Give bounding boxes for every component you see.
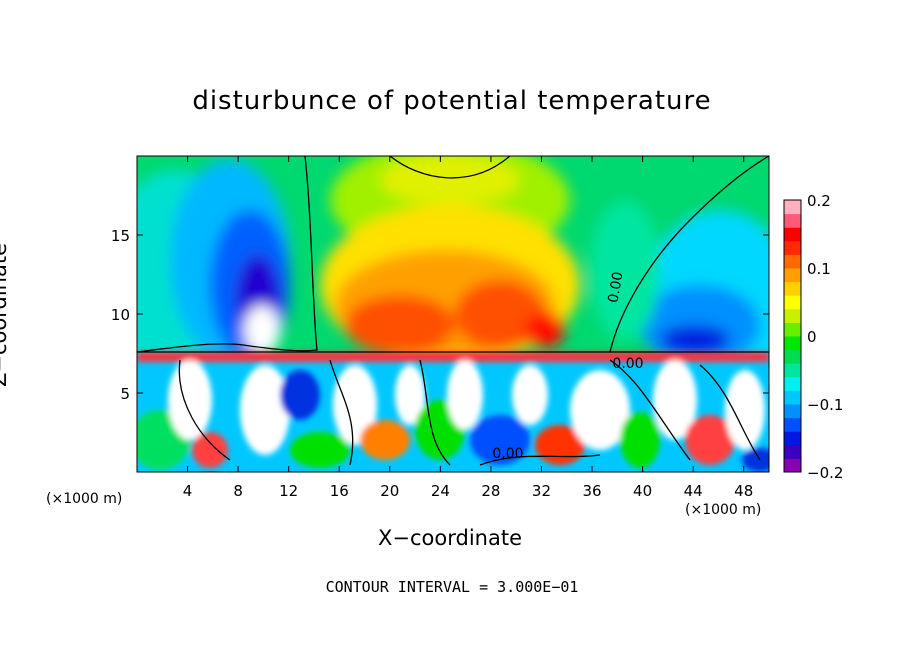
colorbar-swatch: [784, 458, 801, 472]
x-tick-label: 44: [684, 482, 703, 500]
colorbar-swatch: [784, 336, 801, 350]
colorbar-swatch: [784, 390, 801, 404]
x-tick-label: 24: [431, 482, 450, 500]
colorbar-tick-label: −0.2: [807, 464, 843, 482]
x-tick-label: 28: [481, 482, 500, 500]
x-tick-label: 36: [582, 482, 601, 500]
x-tick-label: 20: [380, 482, 399, 500]
colorbar-tick-label: −0.1: [807, 396, 843, 414]
x-tick-label: 16: [330, 482, 349, 500]
colorbar-swatch: [784, 445, 801, 459]
colorbar-swatch: [784, 363, 801, 377]
x-tick-label: 48: [734, 482, 753, 500]
colorbar-tick-label: 0.1: [807, 260, 831, 278]
colorbar-swatch: [784, 254, 801, 268]
x-tick-label: 4: [183, 482, 193, 500]
y-axis-label: Z−coordinate: [0, 215, 11, 415]
x-tick-label: 8: [233, 482, 243, 500]
colorbar: 0.2 0.1 0 −0.1 −0.2: [784, 192, 843, 482]
x-unit-right: (×1000 m): [685, 502, 761, 518]
colorbar-tick-label: 0.2: [807, 192, 831, 210]
plot-svg: 4 8 12 16 20 24 28 32 36 40 44 48 51015 0.000.000.0…: [0, 0, 904, 654]
colorbar-swatch: [784, 431, 801, 445]
colorbar-swatch: [784, 322, 801, 336]
colorbar-swatch: [784, 309, 801, 323]
chart-stage: disturbunce of potential temperature: [0, 0, 904, 654]
y-tick-label: 10: [111, 306, 130, 324]
y-tick-label: 15: [111, 227, 130, 245]
contour-label: 0.00: [492, 446, 523, 462]
colorbar-swatch: [784, 214, 801, 228]
contour-interval: CONTOUR INTERVAL = 3.000E−01: [0, 578, 904, 596]
colorbar-swatch: [784, 404, 801, 418]
x-axis-label: X−coordinate: [300, 526, 600, 550]
colorbar-swatch: [784, 241, 801, 255]
colorbar-swatch: [784, 377, 801, 391]
x-tick-label: 40: [633, 482, 652, 500]
y-tick-label: 5: [120, 385, 130, 403]
colorbar-swatch: [784, 295, 801, 309]
colorbar-swatch: [784, 200, 801, 214]
colorbar-swatch: [784, 268, 801, 282]
x-tick-label: 12: [279, 482, 298, 500]
colorbar-swatch: [784, 418, 801, 432]
colorbar-swatch: [784, 350, 801, 364]
colorbar-swatch: [784, 227, 801, 241]
field-group: [105, 140, 795, 472]
x-tick-label: 32: [532, 482, 551, 500]
colorbar-swatch: [784, 282, 801, 296]
colorbar-tick-label: 0: [807, 328, 817, 346]
contour-label: 0.00: [612, 356, 643, 372]
x-unit-left: (×1000 m): [46, 491, 122, 507]
